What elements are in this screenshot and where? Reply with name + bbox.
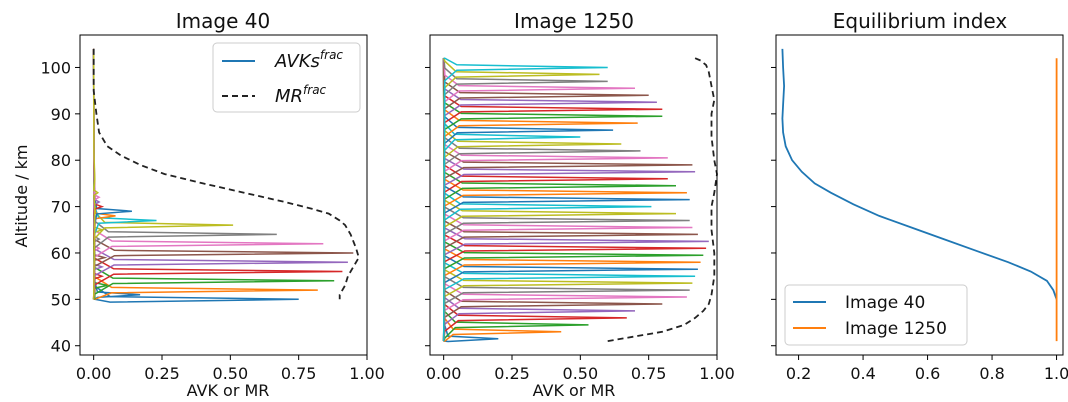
x-tick-label: 0.4 bbox=[850, 364, 875, 383]
panel-2-xlabel: AVK or MR bbox=[533, 381, 616, 400]
y-tick-label: 50 bbox=[51, 290, 71, 309]
legend-box bbox=[784, 284, 968, 346]
mr-line bbox=[92, 48, 360, 300]
mr-line bbox=[607, 57, 718, 342]
panel-image-40: Image 40 AVK or MR Altitude / km 0.00 0.2… bbox=[12, 9, 385, 400]
panel-3-frame bbox=[775, 34, 1064, 356]
panel-1-title: Image 40 bbox=[176, 9, 270, 33]
x-tick-label: 0.2 bbox=[786, 364, 811, 383]
x-tick-label: 0.8 bbox=[979, 364, 1004, 383]
x-tick-label: 0.50 bbox=[213, 364, 249, 383]
x-tick-label: 1.00 bbox=[699, 364, 735, 383]
y-tick-label: 60 bbox=[51, 244, 71, 263]
legend-label-mr: MRfrac bbox=[275, 83, 327, 107]
panel-2-plot-area bbox=[442, 57, 718, 343]
x-tick-label: 0.00 bbox=[426, 364, 462, 383]
legend-label-avks: AVKsfrac bbox=[274, 48, 343, 72]
panel-1-ticks: 0.00 0.25 0.50 0.75 1.00 40 50 60 70 80 90 100 bbox=[40, 58, 384, 383]
panel-1-legend: AVKsfrac MRfrac bbox=[212, 42, 361, 113]
x-tick-label: 0.25 bbox=[494, 364, 530, 383]
panel-3-legend: Image 40 Image 1250 bbox=[784, 284, 968, 346]
panel-3-plot-area bbox=[781, 48, 1058, 342]
x-tick-label: 1.0 bbox=[1044, 364, 1068, 383]
legend-label-image-40: Image 40 bbox=[845, 293, 925, 313]
legend-label-image-1250: Image 1250 bbox=[845, 319, 947, 339]
avk-curve bbox=[442, 57, 608, 342]
panel-3-ticks: 0.2 0.4 0.6 0.8 1.0 bbox=[771, 66, 1068, 383]
x-tick-label: 0.75 bbox=[631, 364, 667, 383]
panel-2-frame bbox=[429, 34, 718, 356]
panel-1-plot-area bbox=[92, 48, 360, 303]
x-tick-label: 0.00 bbox=[76, 364, 112, 383]
y-tick-label: 70 bbox=[51, 198, 71, 217]
panel-image-1250: Image 1250 AVK or MR 0.00 0.25 0.50 0.75 1.0… bbox=[425, 9, 735, 400]
panel-3-title: Equilibrium index bbox=[833, 9, 1008, 33]
panel-2-title: Image 1250 bbox=[514, 9, 634, 33]
x-tick-label: 1.00 bbox=[349, 364, 385, 383]
panel-equilibrium-index: Equilibrium index 0.2 0.4 0.6 0.8 1.0 Image … bbox=[771, 9, 1068, 383]
panel-1-xlabel: AVK or MR bbox=[187, 381, 270, 400]
panel-1-frame bbox=[79, 34, 368, 356]
x-tick-label: 0.75 bbox=[281, 364, 317, 383]
avk-curve bbox=[92, 48, 100, 300]
y-tick-label: 80 bbox=[51, 151, 71, 170]
y-tick-label: 90 bbox=[51, 105, 71, 124]
x-tick-label: 0.50 bbox=[563, 364, 599, 383]
x-tick-label: 0.25 bbox=[144, 364, 180, 383]
y-tick-label: 40 bbox=[51, 337, 71, 356]
panel-2-ticks: 0.00 0.25 0.50 0.75 1.00 bbox=[425, 66, 735, 383]
image-40-line bbox=[781, 48, 1058, 300]
panel-1-ylabel: Altitude / km bbox=[12, 145, 31, 248]
x-tick-label: 0.6 bbox=[915, 364, 940, 383]
y-tick-label: 100 bbox=[40, 58, 71, 77]
